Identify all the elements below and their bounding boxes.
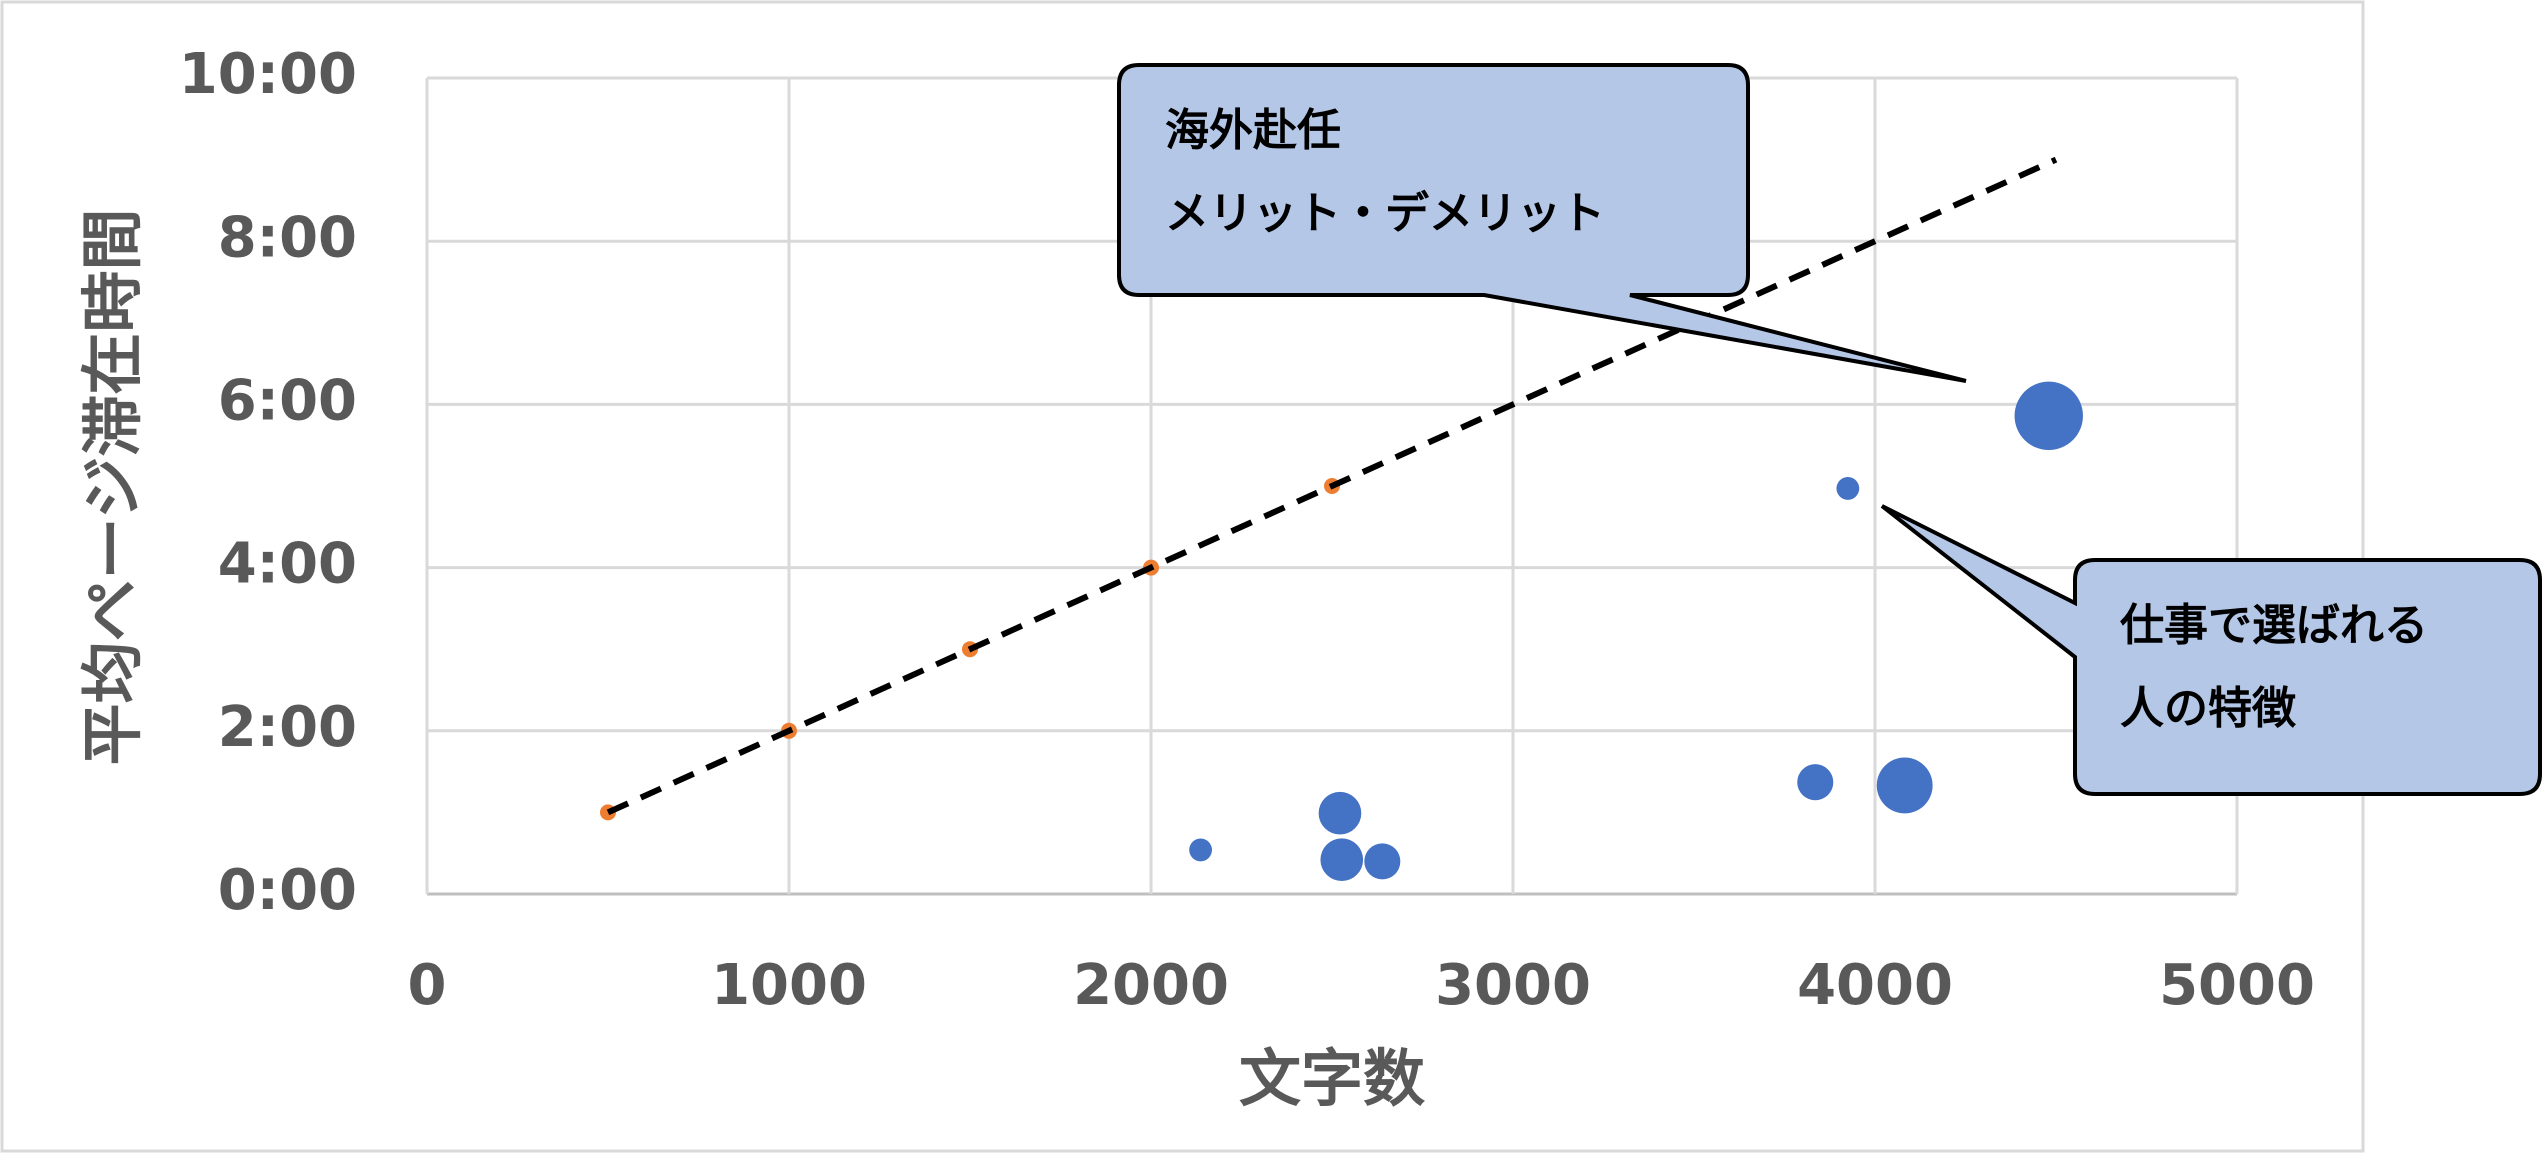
- bubble: [1836, 477, 1860, 500]
- y-tick-label: 2:00: [218, 695, 357, 760]
- bubble: [1364, 843, 1401, 880]
- bubble: [2014, 381, 2083, 451]
- x-tick-label: 0: [408, 953, 447, 1018]
- x-tick-label: 2000: [1073, 953, 1229, 1018]
- bubble: [1189, 838, 1212, 862]
- bubble: [1876, 757, 1933, 814]
- callout: [1117, 63, 1967, 383]
- callout-text: 仕事で選ばれる: [2120, 600, 2428, 651]
- callout-text: メリット・デメリット: [1165, 188, 1605, 239]
- bubble: [1797, 764, 1834, 801]
- x-tick-label: 1000: [711, 953, 867, 1018]
- callout-text: 海外赴任: [1165, 105, 1341, 156]
- bubble: [1320, 838, 1364, 882]
- y-tick-label: 4:00: [218, 532, 357, 597]
- callout: [1880, 504, 2542, 796]
- x-tick-label: 4000: [1797, 953, 1953, 1018]
- bubble: [1318, 791, 1362, 835]
- callout-text: 人の特徴: [2120, 683, 2297, 734]
- x-tick-label: 5000: [2159, 953, 2315, 1018]
- y-tick-label: 8:00: [218, 205, 357, 270]
- x-tick-label: 3000: [1435, 953, 1591, 1018]
- y-tick-label: 0:00: [218, 858, 357, 923]
- trendline: [606, 156, 2058, 816]
- x-axis-title: 文字数: [1239, 1042, 1425, 1115]
- y-axis-title: 平均ページ滞在時間: [76, 209, 149, 766]
- plot-area: 0:00 2:00 4:00 6:00 8:00 10:00 0 1000 2000 3000 40…: [179, 42, 2315, 1018]
- y-tick-label: 10:00: [179, 42, 357, 107]
- y-tick-label: 6:00: [218, 369, 357, 434]
